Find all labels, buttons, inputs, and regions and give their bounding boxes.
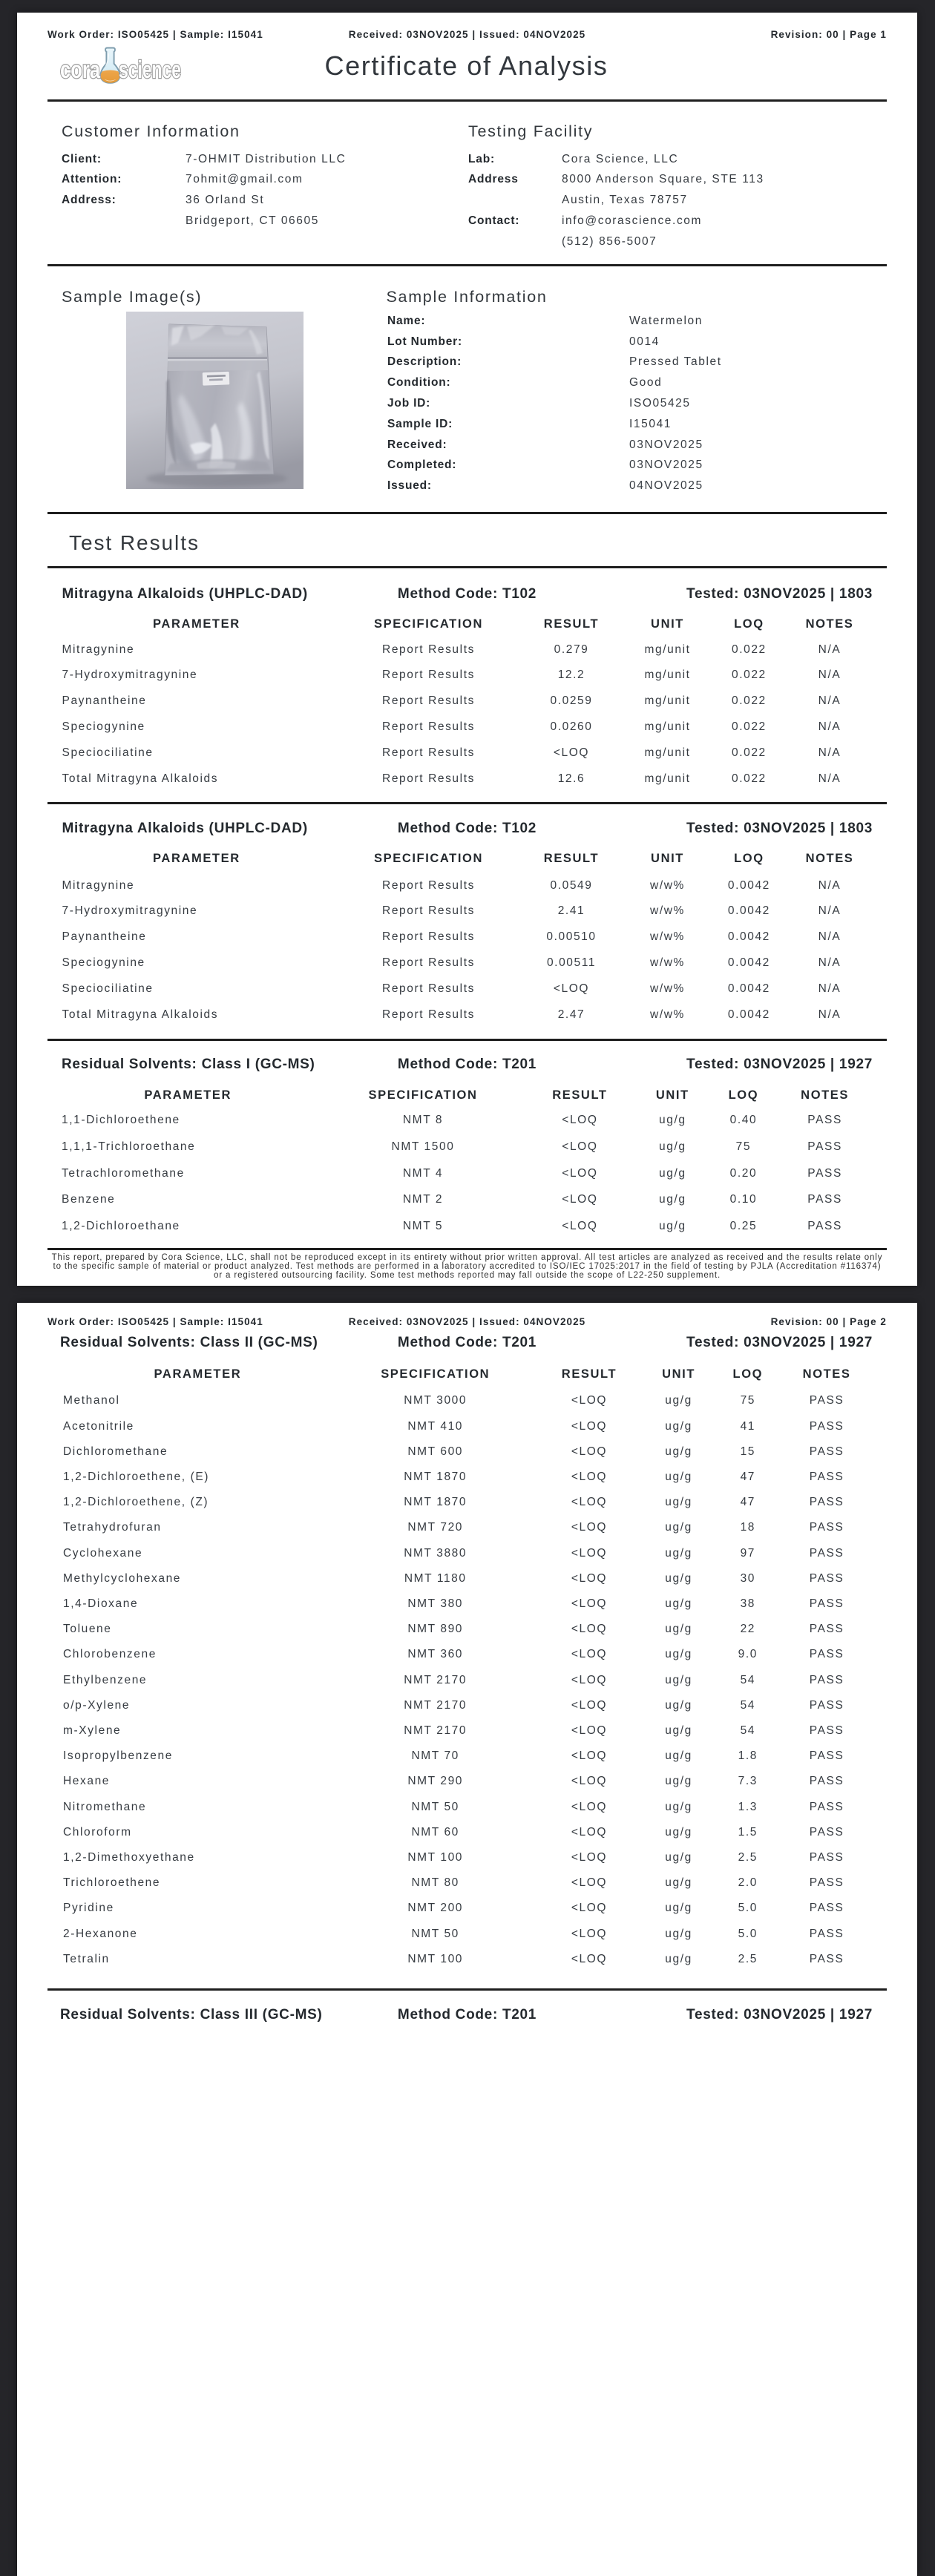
- svg-text:cora: cora: [60, 56, 100, 83]
- svg-text:science: science: [119, 56, 181, 83]
